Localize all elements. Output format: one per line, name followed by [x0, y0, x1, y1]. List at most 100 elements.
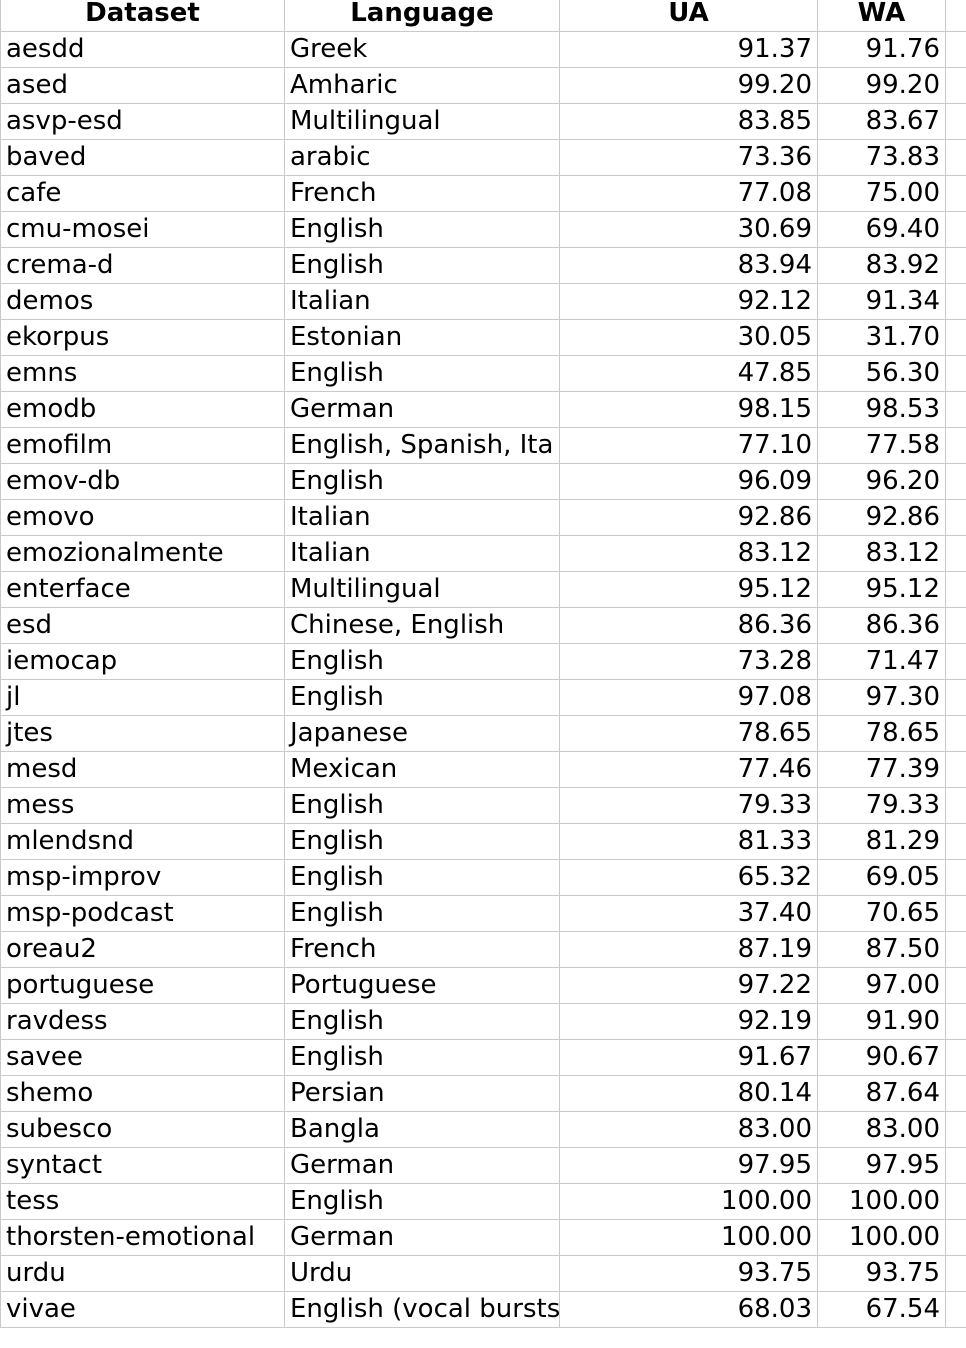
cell-wa[interactable]: 93.75 — [817, 1255, 946, 1292]
empty-cell[interactable] — [945, 1147, 966, 1184]
cell-language[interactable]: English — [284, 895, 560, 932]
cell-dataset[interactable]: enterface — [0, 571, 285, 608]
cell-ua[interactable]: 97.22 — [559, 967, 818, 1004]
cell-dataset[interactable]: esd — [0, 607, 285, 644]
cell-ua[interactable]: 77.46 — [559, 751, 818, 788]
empty-cell[interactable] — [945, 103, 966, 140]
cell-wa[interactable]: 97.30 — [817, 679, 946, 716]
cell-language[interactable]: Chinese, English — [284, 607, 560, 644]
cell-dataset[interactable]: mesd — [0, 751, 285, 788]
cell-ua[interactable]: 77.10 — [559, 427, 818, 464]
cell-language[interactable]: English — [284, 1183, 560, 1220]
cell-dataset[interactable]: msp-podcast — [0, 895, 285, 932]
header-ua[interactable]: UA — [559, 0, 818, 32]
cell-dataset[interactable]: emofilm — [0, 427, 285, 464]
cell-ua[interactable]: 83.85 — [559, 103, 818, 140]
cell-dataset[interactable]: jtes — [0, 715, 285, 752]
cell-language[interactable]: English — [284, 643, 560, 680]
cell-dataset[interactable]: asvp-esd — [0, 103, 285, 140]
cell-wa[interactable]: 83.12 — [817, 535, 946, 572]
empty-cell[interactable] — [945, 571, 966, 608]
cell-language[interactable]: German — [284, 1219, 560, 1256]
cell-ua[interactable]: 97.95 — [559, 1147, 818, 1184]
empty-cell[interactable] — [945, 355, 966, 392]
cell-dataset[interactable]: emozionalmente — [0, 535, 285, 572]
cell-dataset[interactable]: syntact — [0, 1147, 285, 1184]
cell-language[interactable]: English — [284, 679, 560, 716]
cell-language[interactable]: English, Spanish, Ita — [284, 427, 560, 464]
cell-language[interactable]: English — [284, 355, 560, 392]
empty-cell[interactable] — [945, 787, 966, 824]
cell-ua[interactable]: 80.14 — [559, 1075, 818, 1112]
cell-ua[interactable]: 92.12 — [559, 283, 818, 320]
empty-cell[interactable] — [945, 751, 966, 788]
cell-language[interactable]: English — [284, 247, 560, 284]
empty-cell[interactable] — [945, 1219, 966, 1256]
cell-dataset[interactable]: portuguese — [0, 967, 285, 1004]
empty-cell[interactable] — [945, 1075, 966, 1112]
cell-wa[interactable]: 98.53 — [817, 391, 946, 428]
cell-language[interactable]: Persian — [284, 1075, 560, 1112]
cell-ua[interactable]: 87.19 — [559, 931, 818, 968]
empty-cell[interactable] — [945, 247, 966, 284]
cell-wa[interactable]: 31.70 — [817, 319, 946, 356]
cell-wa[interactable]: 77.39 — [817, 751, 946, 788]
empty-cell[interactable] — [945, 391, 966, 428]
cell-dataset[interactable]: cafe — [0, 175, 285, 212]
cell-dataset[interactable]: thorsten-emotional — [0, 1219, 285, 1256]
cell-wa[interactable]: 73.83 — [817, 139, 946, 176]
empty-cell[interactable] — [945, 1039, 966, 1076]
empty-cell[interactable] — [945, 499, 966, 536]
cell-ua[interactable]: 97.08 — [559, 679, 818, 716]
cell-ua[interactable]: 99.20 — [559, 67, 818, 104]
cell-wa[interactable]: 87.50 — [817, 931, 946, 968]
empty-cell[interactable] — [945, 31, 966, 68]
cell-wa[interactable]: 90.67 — [817, 1039, 946, 1076]
cell-wa[interactable]: 92.86 — [817, 499, 946, 536]
cell-wa[interactable]: 100.00 — [817, 1183, 946, 1220]
header-wa[interactable]: WA — [817, 0, 946, 32]
cell-ua[interactable]: 83.12 — [559, 535, 818, 572]
empty-cell[interactable] — [945, 931, 966, 968]
empty-cell[interactable] — [945, 715, 966, 752]
cell-ua[interactable]: 30.69 — [559, 211, 818, 248]
cell-dataset[interactable]: vivae — [0, 1291, 285, 1328]
cell-language[interactable]: French — [284, 931, 560, 968]
empty-cell[interactable] — [945, 139, 966, 176]
cell-language[interactable]: English — [284, 211, 560, 248]
empty-cell[interactable] — [945, 427, 966, 464]
cell-ua[interactable]: 68.03 — [559, 1291, 818, 1328]
cell-ua[interactable]: 78.65 — [559, 715, 818, 752]
cell-ua[interactable]: 91.37 — [559, 31, 818, 68]
cell-ua[interactable]: 91.67 — [559, 1039, 818, 1076]
cell-dataset[interactable]: mlendsnd — [0, 823, 285, 860]
cell-dataset[interactable]: tess — [0, 1183, 285, 1220]
cell-ua[interactable]: 65.32 — [559, 859, 818, 896]
cell-ua[interactable]: 79.33 — [559, 787, 818, 824]
cell-dataset[interactable]: urdu — [0, 1255, 285, 1292]
cell-dataset[interactable]: jl — [0, 679, 285, 716]
cell-language[interactable]: English — [284, 787, 560, 824]
cell-dataset[interactable]: ekorpus — [0, 319, 285, 356]
empty-cell[interactable] — [945, 283, 966, 320]
cell-ua[interactable]: 100.00 — [559, 1219, 818, 1256]
cell-ua[interactable]: 98.15 — [559, 391, 818, 428]
cell-ua[interactable]: 83.94 — [559, 247, 818, 284]
cell-language[interactable]: Urdu — [284, 1255, 560, 1292]
cell-language[interactable]: German — [284, 391, 560, 428]
header-dataset[interactable]: Dataset — [0, 0, 285, 32]
cell-dataset[interactable]: savee — [0, 1039, 285, 1076]
empty-cell[interactable] — [945, 1003, 966, 1040]
cell-wa[interactable]: 91.90 — [817, 1003, 946, 1040]
cell-dataset[interactable]: emns — [0, 355, 285, 392]
cell-ua[interactable]: 96.09 — [559, 463, 818, 500]
empty-column-header[interactable] — [945, 0, 966, 32]
cell-dataset[interactable]: ased — [0, 67, 285, 104]
cell-dataset[interactable]: aesdd — [0, 31, 285, 68]
cell-dataset[interactable]: msp-improv — [0, 859, 285, 896]
cell-dataset[interactable]: emov-db — [0, 463, 285, 500]
cell-wa[interactable]: 75.00 — [817, 175, 946, 212]
cell-wa[interactable]: 67.54 — [817, 1291, 946, 1328]
cell-dataset[interactable]: emovo — [0, 499, 285, 536]
cell-dataset[interactable]: oreau2 — [0, 931, 285, 968]
